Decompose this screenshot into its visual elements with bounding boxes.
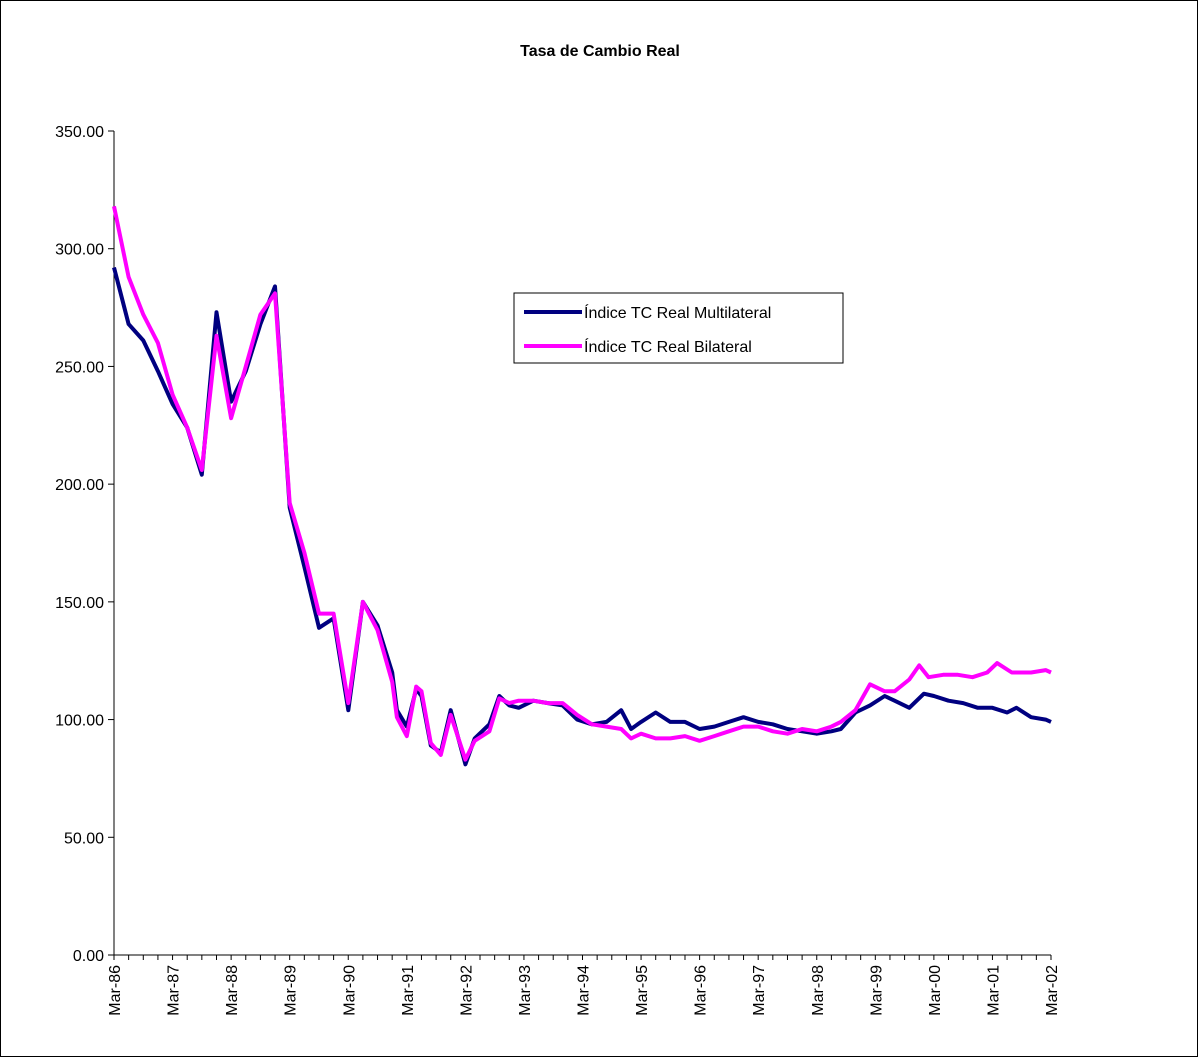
x-tick-label: Mar-87 [166, 965, 183, 1016]
x-tick-label: Mar-99 [868, 965, 885, 1016]
y-axis: 0.00 50.00 100.00 150.00 200.00 250.00 300.00 3… [55, 124, 115, 965]
legend: Índice TC Real Multilateral Índice TC Rea… [513, 292, 844, 364]
series-line-bilateral [112, 205, 1052, 762]
y-tick-label: 350.00 [55, 124, 104, 141]
x-tick-label: Mar-91 [400, 965, 417, 1016]
y-tick-label: 250.00 [55, 359, 104, 376]
x-tick-label: Mar-98 [810, 965, 827, 1016]
y-tick-label: 150.00 [55, 595, 104, 612]
legend-label: Índice TC Real Bilateral [584, 337, 752, 356]
legend-box [513, 292, 844, 364]
x-tick-label: Mar-95 [634, 965, 651, 1016]
x-tick-label: Mar-97 [751, 965, 768, 1016]
x-tick-label: Mar-02 [1044, 965, 1061, 1016]
y-tick-label: 300.00 [55, 242, 104, 259]
x-tick-label: Mar-01 [985, 965, 1002, 1016]
x-tick-label: Mar-94 [576, 965, 593, 1016]
x-tick-label: Mar-93 [517, 965, 534, 1016]
y-tick-label: 100.00 [55, 713, 104, 730]
series-group [112, 205, 1052, 767]
x-tick-label: Mar-00 [927, 965, 944, 1016]
legend-label: Índice TC Real Multilateral [584, 303, 771, 322]
x-axis: Mar-86 Mar-87 Mar-88 Mar-89 Mar-90 Mar-91 Mar-… [107, 954, 1061, 1016]
x-tick-label: Mar-88 [224, 965, 241, 1016]
x-tick-label: Mar-86 [107, 965, 124, 1016]
chart-title: Tasa de Cambio Real [520, 43, 680, 60]
x-tick-label: Mar-96 [693, 965, 710, 1016]
x-tick-label: Mar-92 [458, 965, 475, 1016]
x-tick-label: Mar-89 [283, 965, 300, 1016]
y-tick-label: 200.00 [55, 477, 104, 494]
x-tick-label: Mar-90 [341, 965, 358, 1016]
y-tick-label: 50.00 [64, 830, 104, 847]
y-tick-label: 0.00 [73, 948, 104, 965]
